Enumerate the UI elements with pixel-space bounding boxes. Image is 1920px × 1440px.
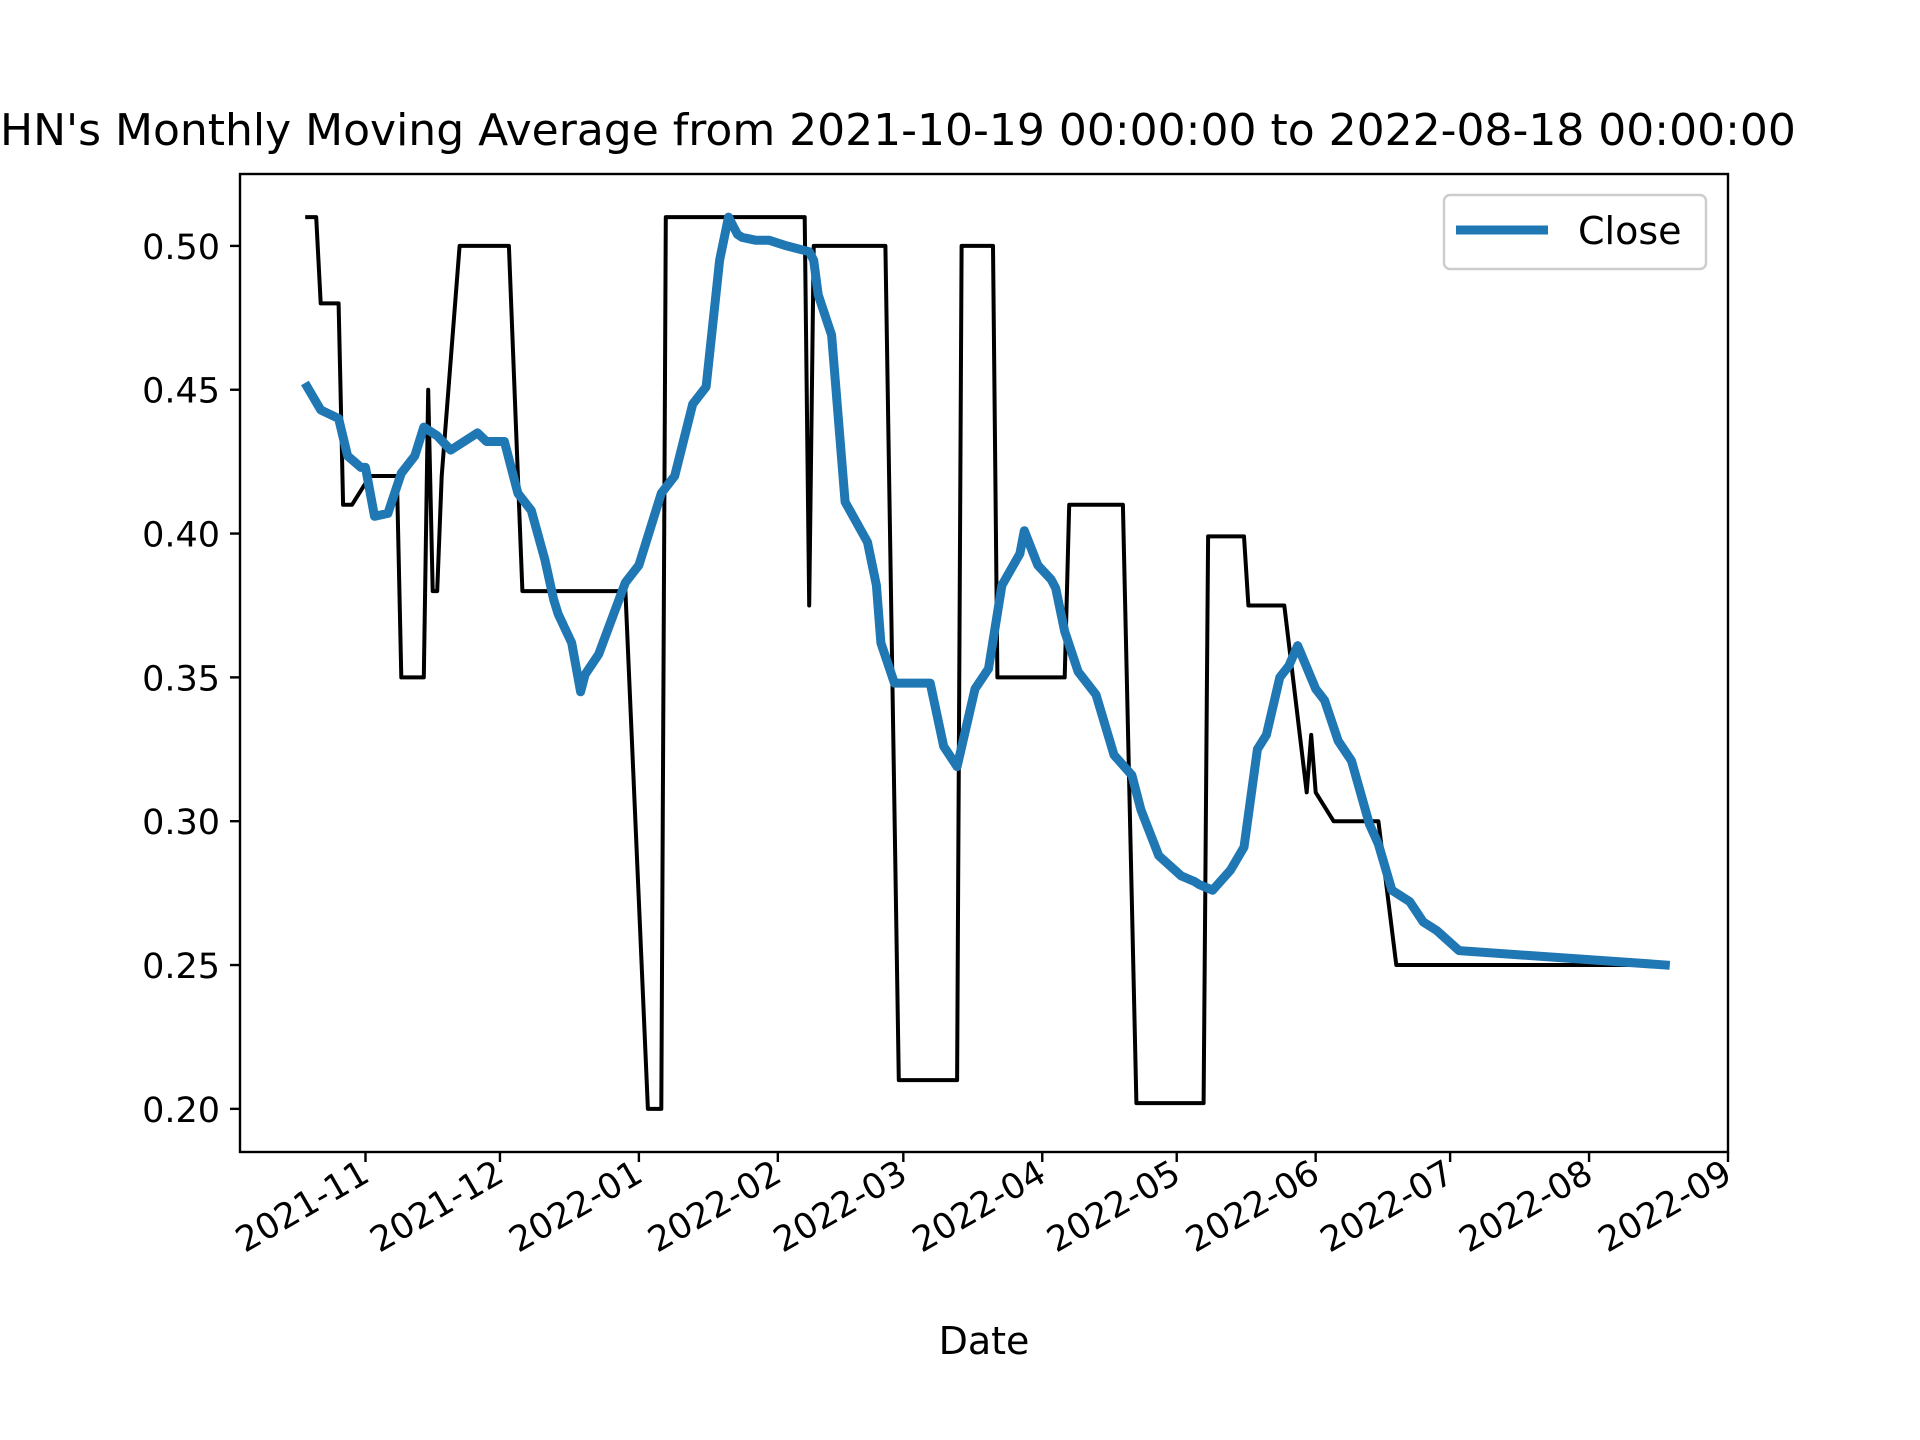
series-line-close xyxy=(301,212,1671,970)
y-tick-label: 0.30 xyxy=(142,803,220,843)
y-tick-label: 0.45 xyxy=(142,372,220,412)
legend-box xyxy=(1442,193,1708,271)
y-tick-label: 0.50 xyxy=(142,228,220,268)
plot-area-frame xyxy=(238,172,1730,1154)
y-tick-label: 0.35 xyxy=(142,659,220,699)
chart-title: HN's Monthly Moving Average from 2021-10… xyxy=(0,105,1796,156)
legend-label: Close xyxy=(1578,209,1682,253)
y-axis: 0.20 0.25 0.30 0.35 0.40 0.45 0.50 xyxy=(142,228,240,1131)
x-axis-label: Date xyxy=(939,1319,1030,1363)
series-layer xyxy=(301,212,1671,1111)
legend: Close xyxy=(1442,193,1708,271)
y-tick-label: 0.25 xyxy=(142,947,220,987)
y-tick-label: 0.40 xyxy=(142,516,220,556)
series-line-price xyxy=(305,215,1668,1111)
y-tick-label: 0.20 xyxy=(142,1091,220,1131)
